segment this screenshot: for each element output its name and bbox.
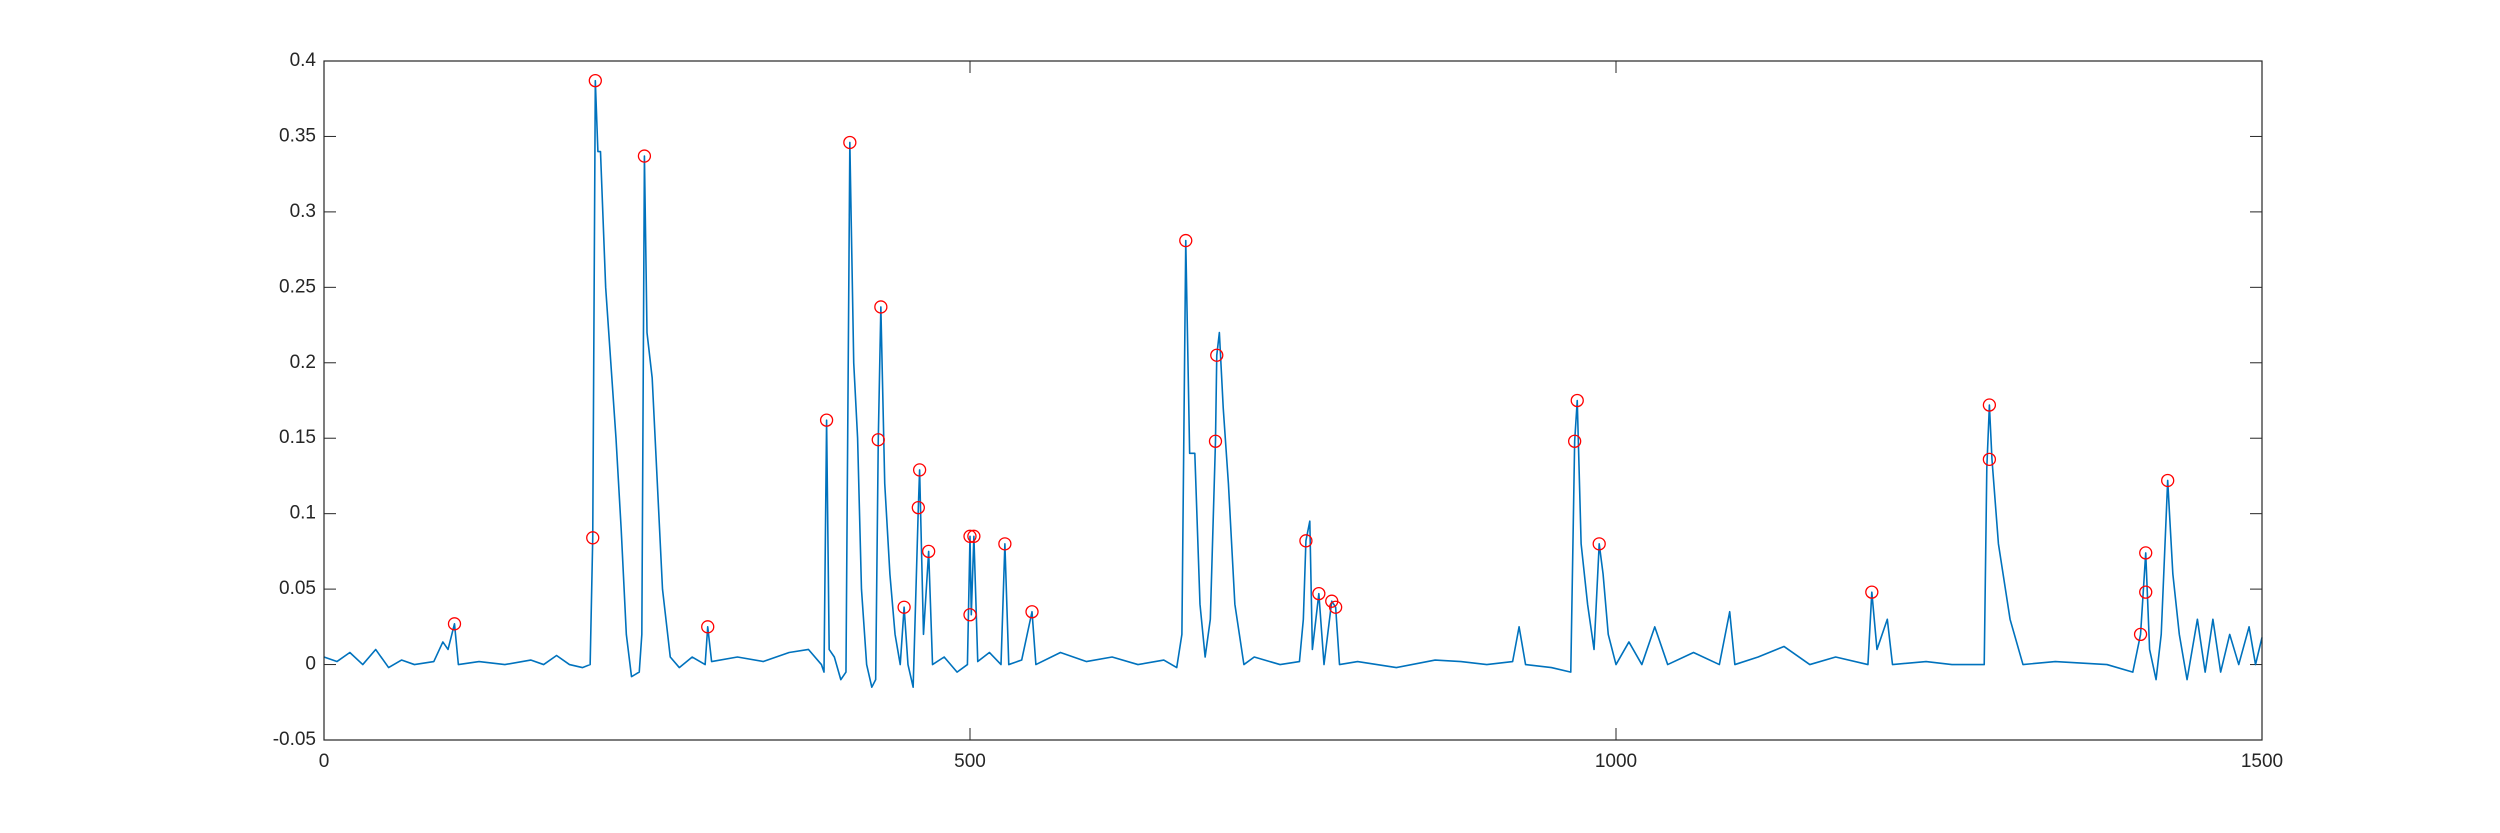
plot-area xyxy=(324,61,2262,740)
peak-marker xyxy=(922,544,936,559)
peak-marker xyxy=(1328,600,1343,614)
peak-marker xyxy=(874,300,888,314)
peak-marker xyxy=(897,600,911,614)
peak-marker xyxy=(843,135,857,150)
x-tick-label: 1500 xyxy=(2241,751,2283,772)
x-tick-label: 1000 xyxy=(1595,751,1637,772)
peak-marker xyxy=(2139,546,2153,560)
peak-marker xyxy=(871,433,885,447)
peak-marker xyxy=(998,537,1012,551)
y-tick-label: 0.2 xyxy=(290,352,316,373)
peak-marker xyxy=(1982,452,1997,466)
x-tick-label: 500 xyxy=(954,751,986,772)
peak-marker xyxy=(1179,233,1193,248)
peak-marker xyxy=(963,529,977,543)
peak-marker xyxy=(1025,605,1039,619)
peak-marker xyxy=(1982,398,1997,412)
peak-marker xyxy=(1865,585,1879,599)
peak-marker xyxy=(588,73,602,88)
peak-marker xyxy=(2133,627,2148,642)
peak-marker xyxy=(963,608,977,622)
peak-marker xyxy=(1312,586,1326,601)
peak-marker xyxy=(701,620,715,634)
peak-marker xyxy=(819,413,834,427)
peak-marker xyxy=(1592,537,1606,551)
peak-marker xyxy=(1210,348,1224,362)
peak-marker xyxy=(1299,534,1313,548)
y-tick-label: 0.05 xyxy=(279,578,316,599)
peak-marker xyxy=(912,463,927,477)
y-tick-label: 0.1 xyxy=(290,503,316,524)
y-tick-label: -0.05 xyxy=(273,729,316,750)
y-tick-label: 0.25 xyxy=(279,276,316,297)
peak-marker xyxy=(1208,434,1223,448)
peak-marker xyxy=(911,500,925,515)
axes-box xyxy=(323,60,2263,741)
y-tick-label: 0.3 xyxy=(290,201,316,222)
peak-marker xyxy=(586,531,600,545)
y-tick-label: 0.15 xyxy=(279,427,316,448)
peak-marker xyxy=(1570,393,1584,408)
y-tick-label: 0.4 xyxy=(290,50,317,71)
peak-marker xyxy=(2161,473,2175,488)
signal-line xyxy=(323,79,2263,688)
x-tick-label: 0 xyxy=(319,751,330,772)
peak-marker xyxy=(2139,585,2153,599)
peak-marker xyxy=(967,529,981,543)
y-tick-label: 0 xyxy=(305,654,316,675)
peak-marker xyxy=(1568,434,1582,448)
peak-marker xyxy=(447,617,462,631)
y-tick-label: 0.35 xyxy=(279,125,316,146)
peak-marker xyxy=(637,149,652,163)
